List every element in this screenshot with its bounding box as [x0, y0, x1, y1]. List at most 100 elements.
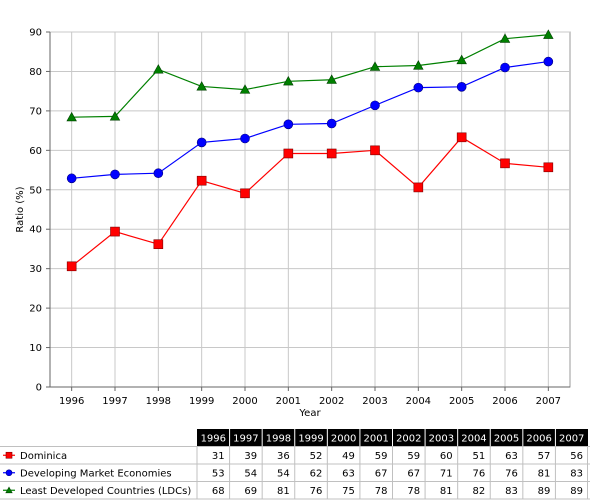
table-cell: 78	[407, 486, 420, 497]
x-tick-label: 1997	[102, 396, 127, 407]
data-point	[66, 111, 77, 122]
data-point	[153, 64, 164, 74]
series-developing-market-economies	[66, 56, 554, 184]
x-tick-label: 2001	[276, 396, 301, 407]
table-header-cell: 1999	[298, 434, 323, 445]
data-point	[196, 175, 207, 186]
table-cell: 69	[244, 486, 257, 497]
series-least-developed-countries-ldcs	[66, 29, 554, 122]
table-cell: 63	[342, 469, 355, 480]
legend-marker	[5, 486, 13, 494]
data-point	[499, 33, 511, 43]
table-cell: 59	[375, 451, 388, 462]
table-header-cell: 2002	[396, 434, 421, 445]
x-tick-label: 1999	[189, 396, 214, 407]
x-tick-label: 2005	[449, 396, 474, 407]
data-point	[500, 158, 510, 169]
data-point	[543, 162, 554, 173]
x-tick-label: 2002	[319, 396, 344, 407]
y-tick-label: 80	[29, 67, 42, 78]
data-point	[413, 60, 424, 70]
series-dominica	[66, 132, 554, 272]
data-point	[240, 133, 250, 144]
table-cell: 76	[473, 469, 486, 480]
table-header-cell: 2004	[461, 434, 486, 445]
table-cell: 89	[570, 486, 583, 497]
x-tick-label: 2004	[406, 396, 431, 407]
table-cell: 82	[473, 486, 486, 497]
table-cell: 81	[538, 469, 551, 480]
table-header-cell: 2000	[331, 434, 356, 445]
table-cell: 31	[212, 451, 225, 462]
y-tick-label: 10	[29, 343, 42, 354]
series-line	[71, 34, 549, 118]
table-cell: 75	[342, 486, 355, 497]
data-point	[326, 148, 337, 159]
data-point	[110, 226, 120, 237]
table-header-cell: 2003	[429, 434, 454, 445]
table-cell: 36	[277, 451, 290, 462]
data-point	[283, 75, 294, 86]
table-cell: 81	[277, 486, 290, 497]
legend-marker	[5, 469, 13, 477]
data-point	[66, 173, 77, 184]
legend-marker	[5, 451, 13, 459]
y-tick-label: 70	[29, 106, 42, 117]
table-cell: 54	[277, 469, 290, 480]
x-tick-label: 2007	[536, 396, 561, 407]
y-axis-title: Ratio (%)	[15, 186, 26, 232]
table-header-cell: 2006	[526, 434, 551, 445]
series	[66, 29, 554, 272]
table-cell: 57	[538, 451, 551, 462]
data-point	[240, 188, 250, 199]
series-line	[71, 60, 549, 179]
data-point	[196, 81, 207, 91]
table-header-cell: 1998	[266, 434, 291, 445]
data-point	[456, 132, 467, 143]
y-tick-label: 20	[29, 304, 42, 315]
table-cell: 60	[440, 451, 453, 462]
table-cell: 63	[505, 451, 518, 462]
data-point	[153, 168, 164, 179]
data-point	[66, 261, 77, 272]
legend-label: Developing Market Economies	[20, 469, 172, 480]
data-point	[500, 62, 510, 73]
data-point	[326, 74, 337, 84]
table-cell: 62	[310, 469, 323, 480]
data-point	[543, 29, 554, 39]
legend-label: Dominica	[20, 451, 67, 462]
data-point	[283, 119, 294, 130]
data-point	[196, 137, 207, 148]
data-point	[326, 118, 337, 129]
data-point	[109, 111, 121, 121]
y-tick-label: 90	[29, 28, 42, 39]
data-point	[370, 100, 380, 111]
x-tick-label: 2006	[492, 396, 517, 407]
table-cell: 39	[244, 451, 257, 462]
table-cell: 71	[440, 469, 453, 480]
table-cell: 49	[342, 451, 355, 462]
data-point	[413, 182, 424, 193]
table-cell: 81	[440, 486, 453, 497]
table-cell: 51	[473, 451, 486, 462]
table-cell: 67	[407, 469, 420, 480]
legend-label: Least Developed Countries (LDCs)	[20, 486, 191, 497]
data-point	[456, 54, 467, 65]
data-point	[370, 145, 380, 156]
data-point	[369, 61, 381, 71]
table-cell: 83	[570, 469, 583, 480]
y-tick-label: 50	[29, 185, 42, 196]
y-tick-label: 40	[29, 225, 42, 236]
axes: 0 10 20 30 40 50 60 70 80 90 1996 1997 1998 1999 2000 2…	[29, 28, 570, 407]
table-cell: 53	[212, 469, 225, 480]
table-cell: 67	[375, 469, 388, 480]
y-tick-label: 60	[29, 146, 42, 157]
table-header-cell: 2001	[363, 434, 388, 445]
data-point	[413, 82, 424, 93]
x-tick-label: 2000	[232, 396, 257, 407]
table-header-cell: 1996	[201, 434, 226, 445]
series-line	[71, 136, 549, 267]
table-cell: 76	[310, 486, 323, 497]
table-header-cell: 2007	[559, 434, 584, 445]
